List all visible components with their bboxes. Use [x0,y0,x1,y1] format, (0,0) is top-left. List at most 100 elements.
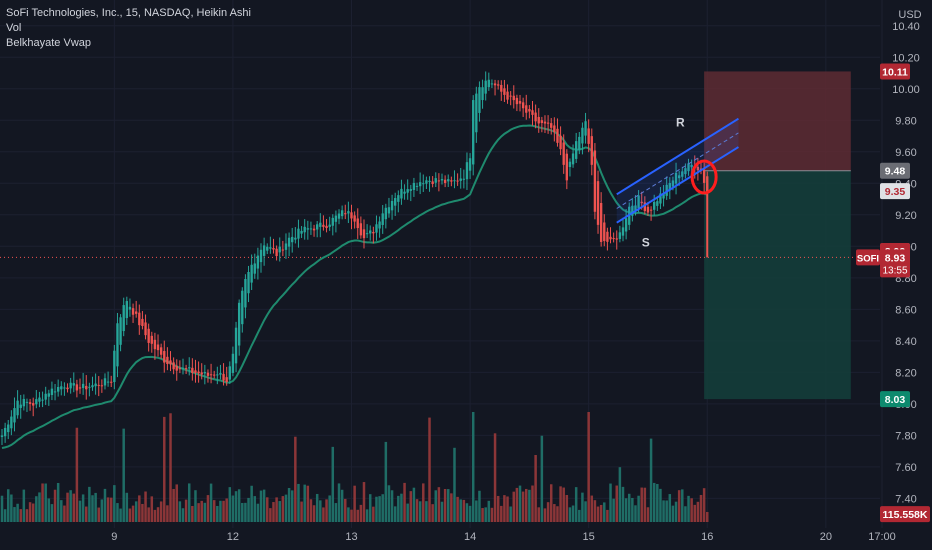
candle-body [550,123,553,128]
y-tick-label: 9.60 [895,147,916,159]
volume-bar [431,504,434,522]
candle-body [166,356,169,365]
volume-bar [652,482,656,522]
candle-body [369,230,372,234]
candle-body [309,228,313,230]
candle-body [643,202,647,212]
volume-bar [122,428,125,522]
volume-bar [103,488,107,522]
volume-bar [643,487,647,522]
volume-bar [38,492,41,522]
candle-body [125,301,129,319]
price-badge-bg [880,183,910,200]
volume-bar [462,499,466,522]
candle-body [437,180,441,182]
candle-body [353,215,356,222]
symbol-title[interactable]: SoFi Technologies, Inc., 15, NASDAQ, Hei… [6,7,251,19]
volume-bar [150,496,154,522]
volume-bar [187,483,191,522]
volume-bar [478,490,481,522]
candle-body [637,195,640,209]
volume-bar [269,508,272,522]
candle-body [596,181,600,225]
volume-bar [303,484,306,522]
candle-body [206,372,210,376]
candle-body [621,227,625,236]
volume-bar [475,500,478,522]
volume-bar [368,494,372,522]
candle-body [372,231,375,234]
candle-body [375,224,378,233]
candle-body [156,344,160,351]
volume-bar [85,506,88,522]
volume-bar [203,502,207,522]
volume-bar [287,487,291,522]
volume-bar [515,487,519,522]
last-price-badge-bg [880,249,910,278]
candle-body [593,150,597,212]
volume-bar [147,507,150,522]
volume-bar [668,494,672,522]
volume-bar [237,489,241,522]
volume-bar [459,499,462,522]
candle-body [297,228,300,239]
candle-body [615,238,618,240]
y-tick-label: 7.40 [895,493,916,505]
price-badge: 9.48 [880,162,910,179]
candle-body [587,128,590,144]
volume-indicator-label[interactable]: Vol [6,22,22,34]
volume-bar [88,486,91,522]
volume-bar [337,483,341,522]
candle-body [81,383,85,388]
volume-bar [66,492,69,522]
volume-bar [681,489,684,522]
candle-body [10,416,13,429]
volume-bars [0,412,709,522]
volume-bar [231,495,235,522]
volume-bar [490,507,494,522]
volume-bar [131,505,135,522]
candle-body [428,180,431,183]
volume-bar [493,433,497,522]
vwap-line [1,124,708,450]
volume-bar [687,495,690,522]
candle-body [350,212,353,219]
candle-body [281,249,285,251]
candle-body [259,249,263,263]
resistance-label: R [676,116,685,130]
volume-bar [528,489,531,522]
candle-body [606,231,609,242]
volume-bar [690,498,693,522]
channel-lower [616,146,739,224]
volume-bar [437,487,441,522]
currency-label: USD [898,9,921,21]
y-tick-label: 7.60 [895,462,916,474]
candle-body [431,181,434,185]
candle-body [674,172,678,184]
last-price-value: 8.93 [885,252,906,264]
volume-bar [109,497,113,522]
candle-body [662,193,665,199]
candle-body [653,202,656,210]
volume-bar [599,504,603,522]
candle-body [490,83,494,85]
candle-body [328,224,331,227]
candle-body [418,182,422,187]
vwap-indicator-label[interactable]: Belkhayate Vwap [6,37,91,49]
candle-body [222,373,225,381]
candle-body [599,203,603,242]
volume-bar [568,507,572,522]
volume-bar [134,501,138,522]
volume-bar [191,505,194,522]
candle-body [32,403,35,406]
candle-body [453,180,456,182]
x-tick-label: 15 [583,531,595,543]
volume-bar [390,490,394,522]
volume-bar [328,495,331,522]
price-badge-bg [880,391,910,408]
volume-bar [487,500,491,522]
volume-bar [178,501,182,522]
candle-body [478,87,481,113]
volume-bar [621,486,625,522]
